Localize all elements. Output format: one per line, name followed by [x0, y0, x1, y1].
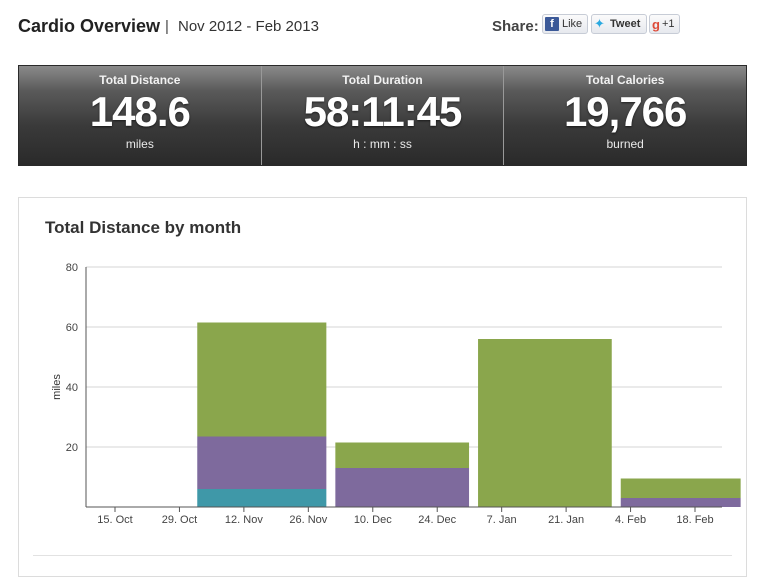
bar-segment	[620, 498, 741, 507]
bar-segment	[335, 442, 470, 468]
x-tick-label: 10. Dec	[354, 514, 392, 526]
chart-title: Total Distance by month	[45, 218, 242, 237]
page-title: Cardio Overview	[18, 16, 161, 36]
facebook-like-button[interactable]: f Like	[542, 14, 588, 34]
google-plus-icon: g	[652, 16, 660, 32]
facebook-icon: f	[545, 17, 559, 31]
x-tick-label: 21. Jan	[548, 514, 584, 526]
stat-total-distance: Total Distance 148.6 miles	[19, 66, 261, 165]
distance-bar-chart: 20 40 60 80 miles 15. Oct 29. Oct 12. Nov 26. No…	[51, 262, 741, 526]
google-plus-button[interactable]: g +1	[649, 14, 680, 34]
title-separator: |	[165, 18, 169, 35]
stat-total-duration: Total Duration 58:11:45 h : mm : ss	[260, 66, 504, 165]
stats-bar: Total Distance 148.6 miles Total Duratio…	[18, 65, 747, 166]
tweet-button[interactable]: ✦ Tweet	[591, 14, 647, 34]
tweet-label: Tweet	[610, 18, 641, 30]
y-tick-label: 20	[66, 442, 78, 454]
stat-value: 58:11:45	[303, 88, 463, 135]
plusone-label: +1	[661, 18, 675, 30]
like-label: Like	[562, 18, 583, 30]
stat-unit: miles	[125, 137, 154, 151]
y-tick-label: 60	[66, 322, 78, 334]
x-tick-label: 15. Oct	[97, 514, 132, 526]
bar-segment	[620, 478, 741, 498]
chart-panel: Total Distance by month 20 40 60 80 miles 15.…	[18, 197, 747, 577]
stat-label: Total Duration	[342, 73, 423, 87]
y-tick-label: 80	[66, 262, 78, 274]
panel-divider	[33, 555, 732, 556]
bar-segment	[335, 468, 470, 507]
bar-segment	[197, 489, 327, 507]
x-tick-label: 29. Oct	[162, 514, 197, 526]
x-tick-label: 12. Nov	[225, 514, 263, 526]
stat-value: 19,766	[563, 88, 687, 135]
bar-segment	[197, 322, 327, 437]
stat-label: Total Calories	[585, 73, 665, 87]
bar-segment	[197, 436, 327, 489]
page-header: Cardio Overview | Nov 2012 - Feb 2013 Sh…	[18, 14, 753, 42]
twitter-bird-icon: ✦	[594, 16, 605, 31]
stat-total-calories: Total Calories 19,766 burned	[503, 66, 746, 165]
x-tick-label: 18. Feb	[676, 514, 713, 526]
x-tick-label: 26. Nov	[289, 514, 327, 526]
x-tick-label: 7. Jan	[487, 514, 517, 526]
y-tick-label: 40	[66, 382, 78, 394]
stat-value: 148.6	[89, 88, 191, 135]
stat-unit: h : mm : ss	[353, 137, 412, 151]
stat-unit: burned	[606, 137, 644, 151]
date-range: Nov 2012 - Feb 2013	[178, 18, 319, 35]
x-tick-label: 24. Dec	[418, 514, 456, 526]
stat-label: Total Distance	[99, 73, 181, 87]
y-axis-title: miles	[51, 374, 63, 400]
share-label: Share:	[492, 18, 539, 35]
bar-segment	[478, 339, 612, 507]
x-tick-label: 4. Feb	[615, 514, 646, 526]
